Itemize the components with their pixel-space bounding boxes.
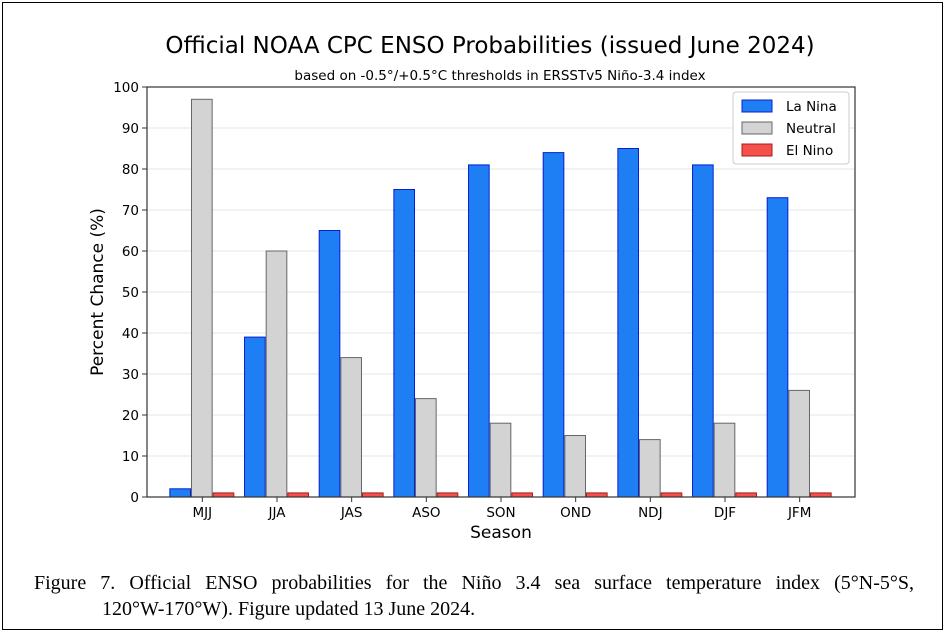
bar-la-nina-son <box>468 164 490 498</box>
x-axis-label: Season <box>470 523 532 543</box>
x-tick-label-jja: JJA <box>268 505 287 521</box>
bar-neutral-djf <box>713 422 736 498</box>
x-tick-label-jfm: JFM <box>787 505 811 521</box>
bar-la-nina-ndj <box>617 148 640 498</box>
bar-la-nina-ond <box>542 152 565 498</box>
x-tick-label-son: SON <box>486 505 515 521</box>
caption-line-1: Figure 7. Official ENSO probabilities fo… <box>34 572 914 594</box>
bar-la-nina-aso <box>393 189 416 498</box>
bar-la-nina-jfm <box>766 197 789 498</box>
x-tick-label-mjj: MJJ <box>193 505 213 521</box>
bar-el-nino-ndj <box>660 492 683 498</box>
legend-label-la-nina: La Nina <box>786 99 837 115</box>
bar-la-nina-djf <box>692 164 714 498</box>
bar-neutral-ndj <box>639 439 661 498</box>
chart-title: Official NOAA CPC ENSO Probabilities (is… <box>165 33 814 59</box>
x-axis-ticks: MJJ JJA JAS ASO SON OND NDJ DJF JFM <box>193 497 811 521</box>
bar-el-nino-ond <box>585 492 608 498</box>
bar-la-nina-mjj <box>169 488 192 498</box>
bar-el-nino-son <box>511 492 533 498</box>
y-tick-label: 20 <box>122 408 139 424</box>
x-tick-label-aso: ASO <box>412 505 440 521</box>
legend: La Nina Neutral El Nino <box>732 91 850 165</box>
chart-subtitle: based on -0.5°/+0.5°C thresholds in ERSS… <box>294 68 705 84</box>
bar-neutral-son <box>489 422 512 498</box>
bar-el-nino-jja <box>287 492 309 498</box>
bar-neutral-jfm <box>788 389 810 498</box>
y-tick-label: 10 <box>122 449 139 465</box>
bar-neutral-mjj <box>191 98 213 498</box>
bar-neutral-aso <box>415 398 437 498</box>
y-tick-label: 100 <box>113 80 139 96</box>
bar-el-nino-djf <box>735 492 757 498</box>
y-tick-label: 60 <box>122 244 139 260</box>
y-tick-label: 0 <box>130 490 139 506</box>
bar-neutral-jas <box>340 357 362 498</box>
legend-label-neutral: Neutral <box>786 121 836 137</box>
bar-neutral-jja <box>265 250 288 498</box>
y-tick-label: 70 <box>122 203 139 219</box>
figure-caption: Figure 7. Official ENSO probabilities fo… <box>34 570 914 622</box>
bar-la-nina-jas <box>318 230 341 498</box>
bars <box>169 98 832 498</box>
x-tick-label-jas: JAS <box>340 505 363 521</box>
y-tick-label: 90 <box>122 121 139 137</box>
y-tick-label: 50 <box>122 285 139 301</box>
bar-el-nino-jas <box>361 492 384 498</box>
bar-el-nino-jfm <box>809 492 832 498</box>
enso-probability-chart: Official NOAA CPC ENSO Probabilities (is… <box>88 33 856 543</box>
bar-neutral-ond <box>564 435 586 498</box>
caption-line-2: 120°W-170°W). Figure updated 13 June 202… <box>102 598 476 620</box>
x-tick-label-ond: OND <box>560 505 591 521</box>
bar-el-nino-mjj <box>212 492 235 498</box>
legend-swatch-neutral <box>741 121 773 135</box>
bar-la-nina-jja <box>244 336 266 498</box>
y-tick-label: 80 <box>122 162 139 178</box>
y-tick-label: 40 <box>122 326 139 342</box>
y-tick-label: 30 <box>122 367 139 383</box>
legend-label-el-nino: El Nino <box>786 143 833 159</box>
legend-swatch-la-nina <box>741 99 773 113</box>
x-tick-label-ndj: NDJ <box>638 505 662 521</box>
legend-swatch-el-nino <box>741 143 773 157</box>
x-tick-label-djf: DJF <box>714 505 736 521</box>
y-axis-label: Percent Chance (%) <box>88 208 108 376</box>
bar-el-nino-aso <box>436 492 459 498</box>
y-axis-ticks: 0 10 20 30 40 50 60 70 80 90 100 <box>113 80 147 506</box>
